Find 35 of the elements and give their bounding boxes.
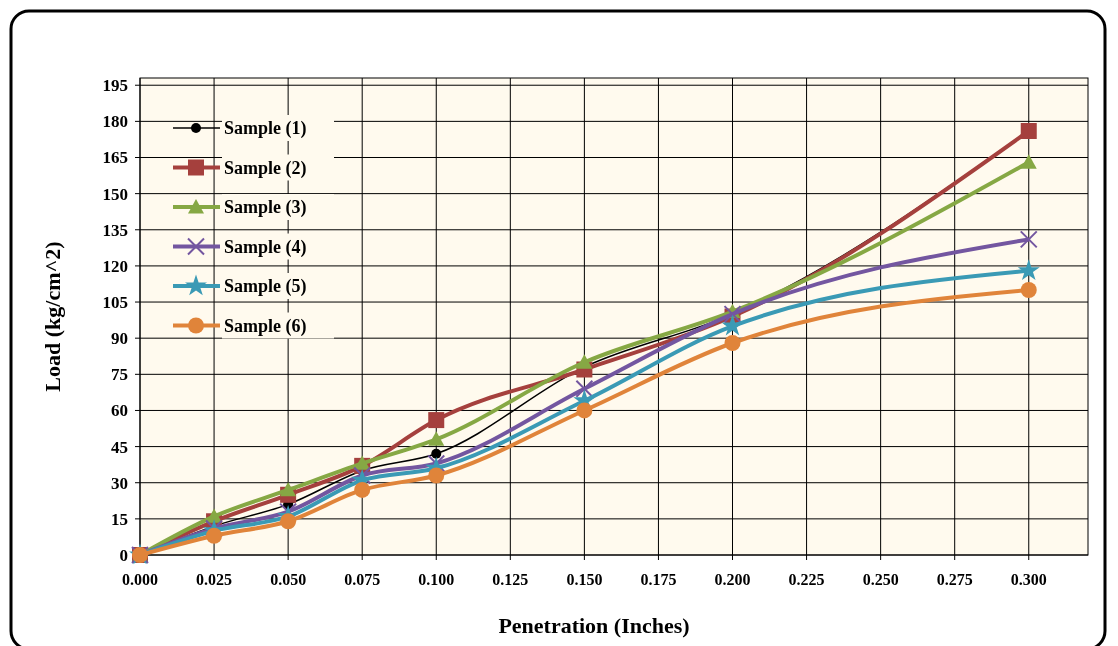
x-tick-label: 0.150: [566, 571, 603, 588]
x-tick-label: 0.050: [270, 571, 307, 588]
x-tick-label: 0.100: [418, 571, 455, 588]
legend-label: Sample (3): [224, 197, 307, 219]
y-tick-label: 0: [119, 545, 128, 565]
y-tick-label: 30: [111, 473, 128, 493]
x-tick-label: 0.300: [1010, 571, 1047, 588]
x-tick-label: 0.200: [714, 571, 751, 588]
y-tick-label: 180: [102, 112, 128, 132]
y-axis-title: Load (kg/cm^2): [40, 241, 65, 392]
x-tick-label: 0.000: [122, 571, 158, 588]
legend-label: Sample (4): [224, 236, 307, 258]
x-axis-title: Penetration (Inches): [498, 613, 690, 638]
x-tick-label: 0.125: [492, 571, 529, 588]
y-tick-label: 45: [111, 437, 128, 457]
legend-label: Sample (1): [224, 118, 307, 140]
legend-label: Sample (5): [224, 276, 307, 298]
y-tick-label: 75: [111, 365, 128, 385]
x-tick-label: 0.025: [196, 571, 233, 588]
y-tick-label: 15: [111, 509, 128, 529]
x-tick-label: 0.225: [788, 571, 825, 588]
y-tick-label: 165: [102, 148, 128, 168]
y-tick-label: 150: [102, 184, 128, 204]
y-tick-label: 105: [102, 293, 128, 312]
y-tick-label: 195: [102, 76, 128, 96]
x-tick-label: 0.275: [936, 571, 973, 588]
x-tick-label: 0.075: [344, 571, 381, 588]
y-tick-label: 90: [111, 329, 128, 349]
legend-label: Sample (6): [224, 315, 307, 337]
legend-label: Sample (2): [224, 157, 307, 179]
y-tick-label: 60: [111, 401, 128, 421]
x-tick-label: 0.250: [862, 571, 899, 588]
y-tick-label: 120: [102, 256, 128, 276]
x-tick-label: 0.175: [640, 571, 677, 588]
y-tick-label: 135: [102, 220, 128, 240]
